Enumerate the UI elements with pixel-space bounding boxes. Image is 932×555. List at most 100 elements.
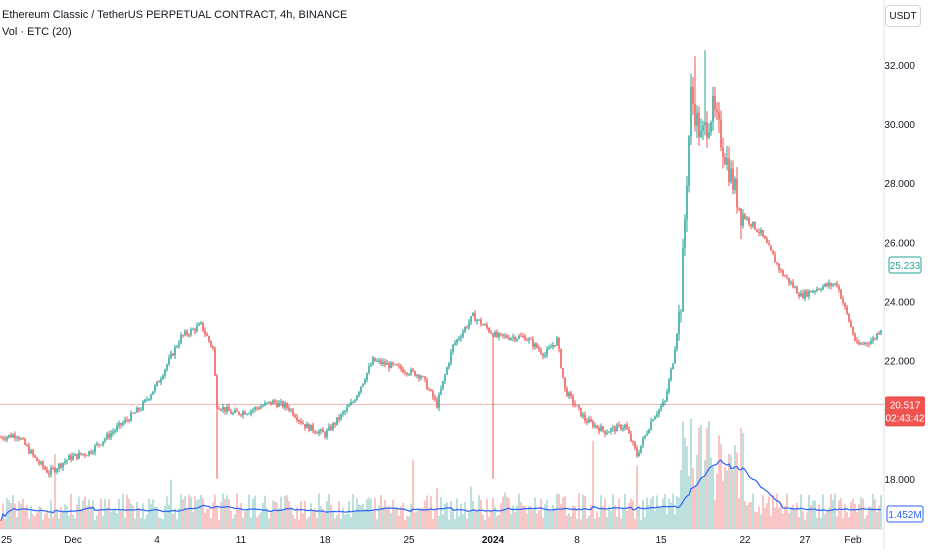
candle-body — [880, 330, 882, 334]
price-tick-label: 26.000 — [884, 238, 915, 249]
volume-bar — [200, 495, 202, 529]
candle-body — [642, 438, 644, 446]
candle-body — [854, 334, 856, 341]
volume-bar — [570, 516, 572, 529]
candle-body — [92, 452, 94, 454]
candle-body — [378, 360, 380, 362]
volume-bar — [184, 496, 186, 529]
volume-bar — [10, 502, 12, 529]
volume-bar — [368, 497, 370, 529]
candle-body — [2, 437, 4, 439]
volume-bar — [736, 452, 738, 529]
volume-bar — [358, 504, 360, 529]
candle-body — [282, 401, 284, 408]
volume-bar — [876, 512, 878, 529]
volume-bar — [218, 519, 220, 529]
volume-bar — [2, 503, 4, 529]
candle-body — [222, 406, 224, 411]
volume-bar — [8, 500, 10, 529]
candle-body — [578, 405, 580, 408]
volume-bar — [146, 514, 148, 529]
candle-body — [770, 245, 772, 251]
volume-bar — [414, 512, 416, 529]
price-axis[interactable]: 32.000 30.000 28.000 26.000 24.000 22.000 18.0… — [884, 61, 915, 486]
candle-body — [588, 419, 590, 423]
volume-bar — [576, 518, 578, 529]
candle-body — [230, 411, 232, 414]
volume-bar — [718, 435, 720, 529]
time-axis[interactable]: 25 Dec 4 11 18 25 2024 8 15 22 27 Feb — [1, 535, 862, 546]
volume-bar — [830, 494, 832, 529]
volume-bar — [260, 512, 262, 529]
volume-bar — [344, 514, 346, 529]
volume-bar — [698, 427, 700, 529]
candle-body — [206, 334, 208, 337]
volume-bar — [648, 505, 650, 529]
candle-body — [806, 290, 808, 297]
volume-bar — [66, 506, 68, 529]
current-price-badge — [888, 256, 922, 274]
time-tick-label: Dec — [64, 535, 82, 546]
candle-body — [536, 343, 538, 348]
price-tick-label: 32.000 — [884, 61, 915, 72]
candle-body — [94, 445, 96, 453]
candle-body — [198, 323, 200, 326]
candle-body — [684, 219, 686, 249]
volume-bar — [276, 502, 278, 529]
volume-bar — [420, 508, 422, 529]
volume-bar — [116, 513, 118, 529]
candle-body — [10, 434, 12, 438]
volume-bar — [636, 465, 638, 529]
candle-body — [386, 363, 388, 365]
volume-bar — [120, 510, 122, 529]
candle-body — [306, 423, 308, 429]
current-price-label: 25.233 — [890, 261, 921, 272]
volume-bar — [780, 502, 782, 529]
candle-body — [80, 452, 82, 455]
volume-bar — [480, 499, 482, 529]
volume-bar — [164, 505, 166, 529]
volume-bar — [694, 485, 696, 529]
candle-body — [440, 388, 442, 395]
volume-bar — [842, 518, 844, 529]
candle-body — [8, 434, 10, 437]
candle-body — [152, 391, 154, 395]
volume-bar — [496, 516, 498, 529]
candle-body — [622, 427, 624, 430]
candle-body — [388, 363, 390, 369]
volume-bar — [42, 519, 44, 529]
candle-body — [180, 334, 182, 344]
candle-body — [696, 112, 698, 126]
candle-body — [210, 341, 212, 347]
volume-bar — [62, 510, 64, 529]
volume-bar — [704, 460, 706, 529]
candle-body — [552, 345, 554, 348]
candle-body — [188, 334, 190, 336]
volume-bar — [732, 470, 734, 529]
volume-bar — [734, 444, 736, 529]
candle-body — [374, 357, 376, 362]
candle-body — [250, 410, 252, 414]
volume-bar — [668, 498, 670, 529]
volume-bar — [530, 506, 532, 529]
volume-bar — [596, 511, 598, 529]
currency-button[interactable]: USDT — [885, 5, 921, 27]
volume-bar — [350, 516, 352, 529]
volume-bar — [206, 509, 208, 529]
volume-bar — [634, 518, 636, 529]
volume-bar — [682, 421, 684, 529]
volume-indicator-legend[interactable]: Vol · ETC (20) — [2, 26, 72, 38]
candle-body — [808, 290, 810, 297]
candle-body — [338, 417, 340, 420]
candle-body — [822, 286, 824, 290]
candle-body — [626, 424, 628, 430]
volume-bar — [662, 498, 664, 529]
candle-body — [566, 388, 568, 397]
candle-body — [240, 414, 242, 416]
candle-body — [526, 340, 528, 342]
volume-bar — [658, 506, 660, 529]
volume-bar — [700, 424, 702, 529]
candle-body — [340, 414, 342, 420]
